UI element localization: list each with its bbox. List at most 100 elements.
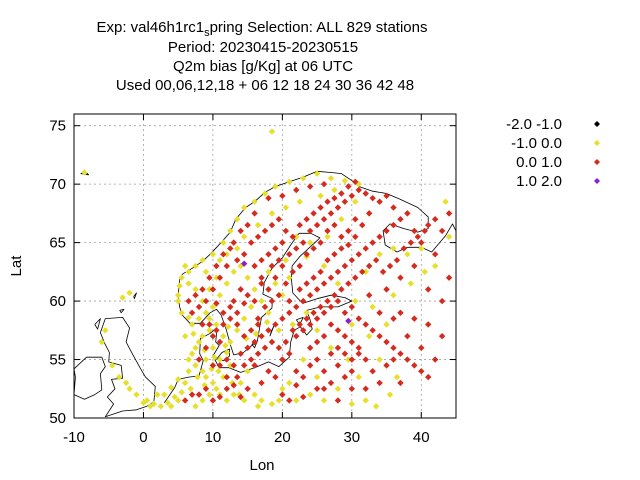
data-point (317, 204, 324, 211)
data-point (300, 373, 307, 381)
data-point (213, 327, 220, 334)
data-point (293, 368, 300, 375)
data-point (268, 338, 276, 346)
data-point (282, 204, 290, 211)
data-point (331, 221, 338, 229)
data-point (244, 274, 251, 281)
data-point (327, 379, 335, 387)
data-point (334, 204, 342, 211)
data-point (390, 221, 397, 229)
data-point (327, 321, 335, 328)
coastline-segment (295, 317, 304, 325)
data-point (192, 262, 199, 270)
data-point (331, 194, 338, 202)
data-point (109, 362, 116, 369)
data-point (348, 400, 356, 408)
data-point (216, 362, 224, 369)
data-point (390, 292, 397, 299)
data-point (282, 280, 290, 287)
data-point (296, 321, 303, 328)
data-point (275, 327, 283, 334)
data-point (404, 332, 411, 340)
x-tick-label: 30 (343, 429, 360, 446)
data-point (303, 216, 310, 223)
data-point (303, 315, 310, 322)
data-point (303, 309, 310, 316)
data-point (223, 356, 230, 363)
data-point (341, 309, 349, 316)
data-point (234, 327, 241, 334)
data-point (369, 239, 376, 246)
data-point (324, 227, 331, 235)
data-point (209, 397, 217, 404)
data-point (293, 397, 300, 404)
data-point (306, 321, 314, 328)
data-point (421, 227, 428, 235)
data-point (313, 356, 321, 363)
data-point (223, 385, 230, 392)
data-point (376, 251, 383, 258)
data-point (261, 190, 269, 197)
data-point (265, 251, 272, 258)
data-point (247, 239, 255, 246)
data-point (202, 309, 210, 316)
y-ticks: 50 55 60 65 70 75 (49, 118, 456, 427)
data-point (338, 233, 345, 240)
data-point (425, 286, 432, 293)
data-point (331, 186, 338, 194)
data-point (313, 221, 321, 229)
data-point (286, 350, 293, 357)
data-point (240, 300, 248, 307)
data-point (279, 192, 286, 200)
data-point (237, 350, 244, 357)
data-point (192, 286, 199, 293)
data-point (258, 379, 265, 387)
data-point (161, 391, 168, 398)
data-point (272, 245, 279, 252)
data-point (126, 385, 133, 392)
data-point (115, 373, 123, 381)
data-point (181, 332, 189, 340)
data-point (320, 180, 328, 188)
data-point (98, 338, 105, 346)
x-ticks: -10 0 10 20 30 40 (63, 114, 430, 446)
data-point (251, 210, 258, 217)
data-point (397, 216, 404, 223)
data-point (338, 245, 345, 252)
data-point (157, 403, 165, 410)
data-point (174, 292, 182, 299)
data-point (237, 286, 244, 293)
data-point (206, 321, 213, 328)
data-point (261, 227, 269, 235)
data-point (404, 210, 411, 217)
data-point (327, 175, 335, 182)
data-point (230, 391, 237, 398)
data-point (202, 344, 210, 352)
x-tick-label: 20 (274, 429, 291, 446)
x-tick-label: 40 (413, 429, 430, 446)
data-point (293, 233, 300, 240)
data-point (421, 268, 428, 276)
data-point (338, 190, 345, 197)
data-point (216, 274, 224, 281)
data-point (194, 373, 201, 381)
data-point (341, 177, 349, 184)
data-point (211, 354, 218, 361)
title-line-2: Period: 20230415-20230515 (168, 39, 358, 56)
data-point (306, 344, 314, 352)
data-point (383, 286, 390, 293)
data-point (313, 327, 321, 334)
data-point (383, 321, 390, 328)
data-point (390, 204, 397, 211)
data-point (317, 303, 324, 311)
legend-label: 1.0 2.0 (516, 173, 562, 190)
data-point (202, 297, 210, 305)
data-point (397, 379, 404, 387)
legend-marker (594, 121, 600, 127)
data-point (411, 262, 418, 270)
data-point (359, 268, 366, 276)
data-point (240, 315, 248, 322)
data-point (251, 362, 258, 369)
data-point (320, 397, 328, 404)
data-point (216, 393, 224, 401)
